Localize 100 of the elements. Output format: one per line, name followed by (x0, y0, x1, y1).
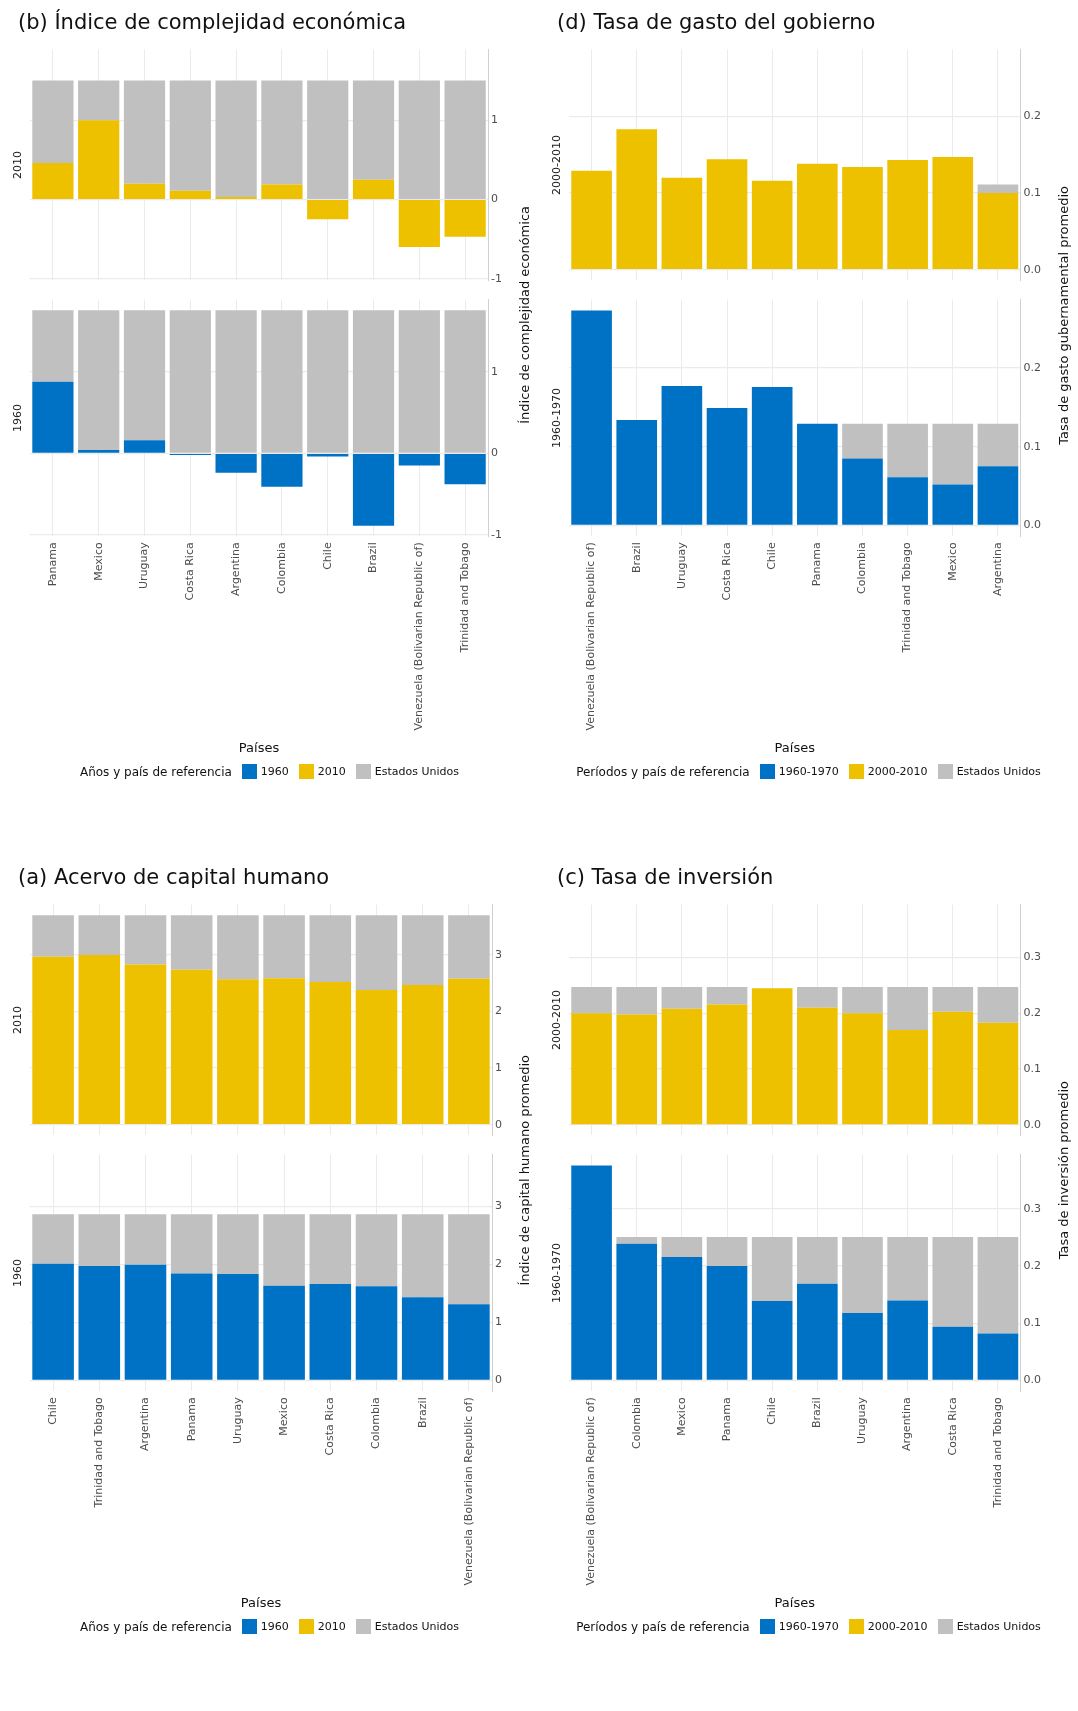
bar (123, 440, 166, 453)
bar (352, 453, 395, 526)
bar (932, 423, 974, 485)
x-tick-label: Colombia (369, 1397, 383, 1449)
bar (261, 310, 303, 453)
bar (571, 1165, 612, 1380)
bar (751, 1300, 793, 1380)
text: 1960-1970 (550, 1242, 564, 1303)
bar (887, 477, 928, 525)
bar (170, 1214, 213, 1274)
bar (215, 310, 257, 453)
x-tick-label: Chile (765, 1397, 779, 1425)
chart-title: (b) Índice de complejidad económica (17, 8, 408, 36)
legend-title: Años y país de referencia (79, 1619, 232, 1634)
bar (398, 310, 440, 453)
x-tick-label: Venezuela (Bolivarian Republic of) (584, 542, 598, 731)
bar (123, 80, 166, 184)
legend-title: Períodos y país de referencia (576, 764, 750, 779)
y-tick-label: 0.2 (1023, 1006, 1042, 1020)
x-tick-label: Brazil (415, 1397, 429, 1428)
bar (706, 408, 748, 525)
bar (309, 915, 352, 983)
bar (123, 310, 166, 441)
text: 2010 (11, 151, 25, 179)
bar (661, 1008, 703, 1125)
bar (887, 160, 928, 270)
text: 2000-2010 (550, 990, 564, 1050)
bar (616, 1243, 658, 1380)
y-tick-label: 0.1 (1023, 1061, 1042, 1075)
chart-title: (d) Tasa de gasto del gobierno (556, 9, 877, 36)
y-axis-title: Tasa de inversión promedio (1055, 1080, 1071, 1260)
bar (78, 120, 120, 199)
y-axis-title: Tasa de gasto gubernamental promedio (1055, 185, 1071, 445)
bar (571, 1013, 612, 1125)
legend-label: 2000-2010 (867, 1620, 928, 1633)
legend-label: Estados Unidos (374, 765, 460, 778)
x-tick-label: Trinidad and Tobago (900, 542, 914, 654)
bar (751, 1236, 793, 1301)
bar (78, 915, 121, 955)
x-tick-label: Venezuela (Bolivarian Republic of) (412, 542, 426, 731)
bar (797, 423, 838, 525)
x-tick-label: Brazil (810, 1397, 824, 1428)
y-tick-label: 0.1 (1023, 185, 1042, 199)
bar (706, 159, 748, 270)
bar (448, 1304, 490, 1380)
bar (977, 1022, 1019, 1125)
x-tick-label: Colombia (629, 1397, 643, 1449)
bar (977, 1333, 1019, 1380)
bar (352, 80, 395, 180)
x-tick-label: Venezuela (Bolivarian Republic of) (461, 1397, 475, 1586)
y-tick-label: 2 (495, 1004, 502, 1018)
bar (448, 915, 490, 979)
y-tick-label: 0 (491, 446, 499, 460)
x-tick-label: Colombia (855, 542, 869, 594)
x-tick-label: Mexico (91, 542, 105, 581)
bar (170, 1273, 213, 1380)
bar (32, 915, 74, 957)
bar (401, 1214, 444, 1298)
bar (352, 179, 395, 199)
bar (307, 453, 349, 457)
y-tick-label: 3 (495, 1199, 502, 1213)
y-tick-label: 3 (495, 947, 502, 961)
bar (215, 80, 257, 198)
bar (169, 80, 211, 191)
bar (263, 915, 305, 979)
y-tick-label: 2 (495, 1257, 502, 1271)
text: 2010 (11, 1006, 25, 1034)
legend-title: Años y país de referencia (79, 764, 232, 779)
bar (169, 190, 211, 199)
text: 1960 (11, 1258, 25, 1287)
bar (124, 1214, 167, 1265)
x-tick-label: Uruguay (230, 1396, 244, 1445)
legend-label: 1960-1970 (778, 1620, 839, 1633)
x-tick-label: Brazil (366, 542, 380, 573)
bar (401, 915, 444, 985)
chart-title: (c) Tasa de inversión (556, 864, 775, 891)
x-tick-label: Panama (45, 542, 59, 587)
bar (977, 192, 1019, 270)
bar (932, 156, 974, 270)
bar (398, 453, 440, 466)
x-axis-title: Países (238, 739, 280, 755)
y-tick-label: 0.3 (1023, 950, 1042, 964)
x-axis-title: Países (774, 1594, 816, 1610)
y-tick-label: 0.2 (1023, 360, 1042, 374)
bar (32, 1214, 74, 1264)
y-tick-label: 0.0 (1023, 518, 1042, 532)
legend-label: 2010 (317, 1620, 346, 1633)
bar (309, 1283, 352, 1380)
bar (309, 982, 352, 1125)
bar (797, 1236, 838, 1284)
bar (32, 310, 74, 382)
bar (661, 177, 703, 270)
legend-label: Estados Unidos (956, 1620, 1041, 1633)
text: 1960 (11, 403, 25, 432)
x-tick-label: Trinidad and Tobago (92, 1397, 106, 1509)
bar (706, 987, 748, 1005)
bar (616, 419, 658, 525)
bar (977, 184, 1019, 193)
x-tick-label: Mexico (674, 1397, 688, 1436)
x-tick-label: Venezuela (Bolivarian Republic of) (584, 1397, 598, 1586)
